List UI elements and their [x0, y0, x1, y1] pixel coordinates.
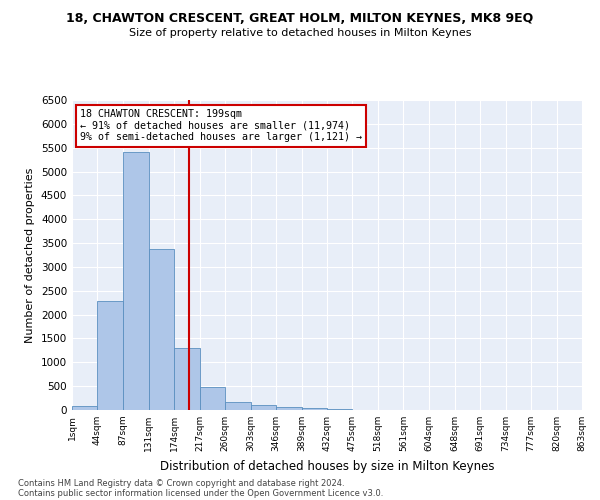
Bar — [302, 408, 327, 410]
Bar — [72, 406, 97, 410]
Text: Contains public sector information licensed under the Open Government Licence v3: Contains public sector information licen… — [18, 488, 383, 498]
Bar — [225, 402, 251, 410]
Bar — [276, 406, 302, 410]
Text: 18, CHAWTON CRESCENT, GREAT HOLM, MILTON KEYNES, MK8 9EQ: 18, CHAWTON CRESCENT, GREAT HOLM, MILTON… — [67, 12, 533, 26]
Bar — [251, 405, 276, 410]
Text: Size of property relative to detached houses in Milton Keynes: Size of property relative to detached ho… — [129, 28, 471, 38]
Bar — [97, 302, 123, 410]
Bar — [149, 249, 175, 410]
Text: Contains HM Land Registry data © Crown copyright and database right 2024.: Contains HM Land Registry data © Crown c… — [18, 478, 344, 488]
Bar — [200, 387, 225, 410]
Y-axis label: Number of detached properties: Number of detached properties — [25, 168, 35, 342]
Text: 18 CHAWTON CRESCENT: 199sqm
← 91% of detached houses are smaller (11,974)
9% of : 18 CHAWTON CRESCENT: 199sqm ← 91% of det… — [80, 110, 362, 142]
Bar — [123, 152, 149, 410]
X-axis label: Distribution of detached houses by size in Milton Keynes: Distribution of detached houses by size … — [160, 460, 494, 472]
Bar — [175, 348, 200, 410]
